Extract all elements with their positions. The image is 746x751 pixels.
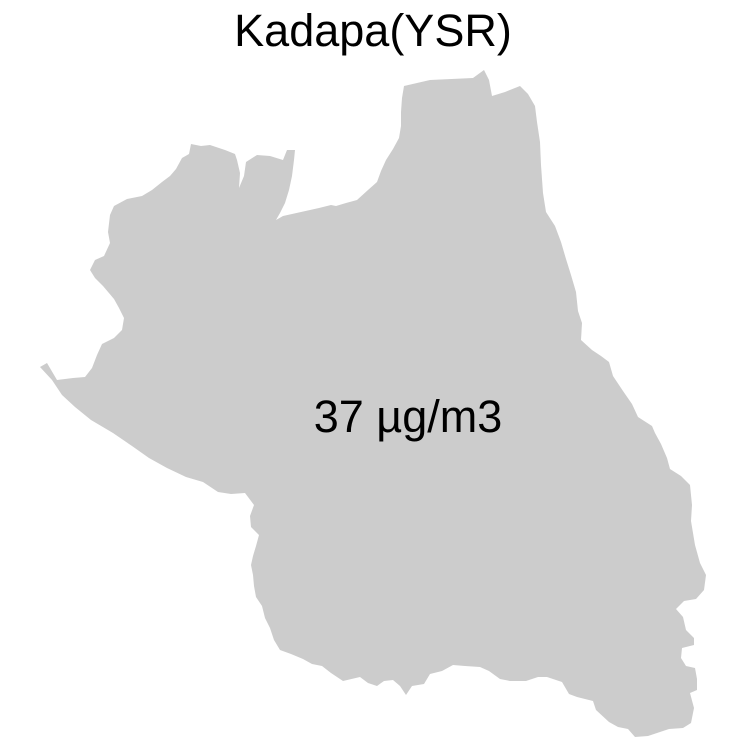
- district-shape: [40, 70, 706, 737]
- value-label: 37 µg/m3: [313, 391, 503, 442]
- map-title: Kadapa(YSR): [234, 5, 512, 56]
